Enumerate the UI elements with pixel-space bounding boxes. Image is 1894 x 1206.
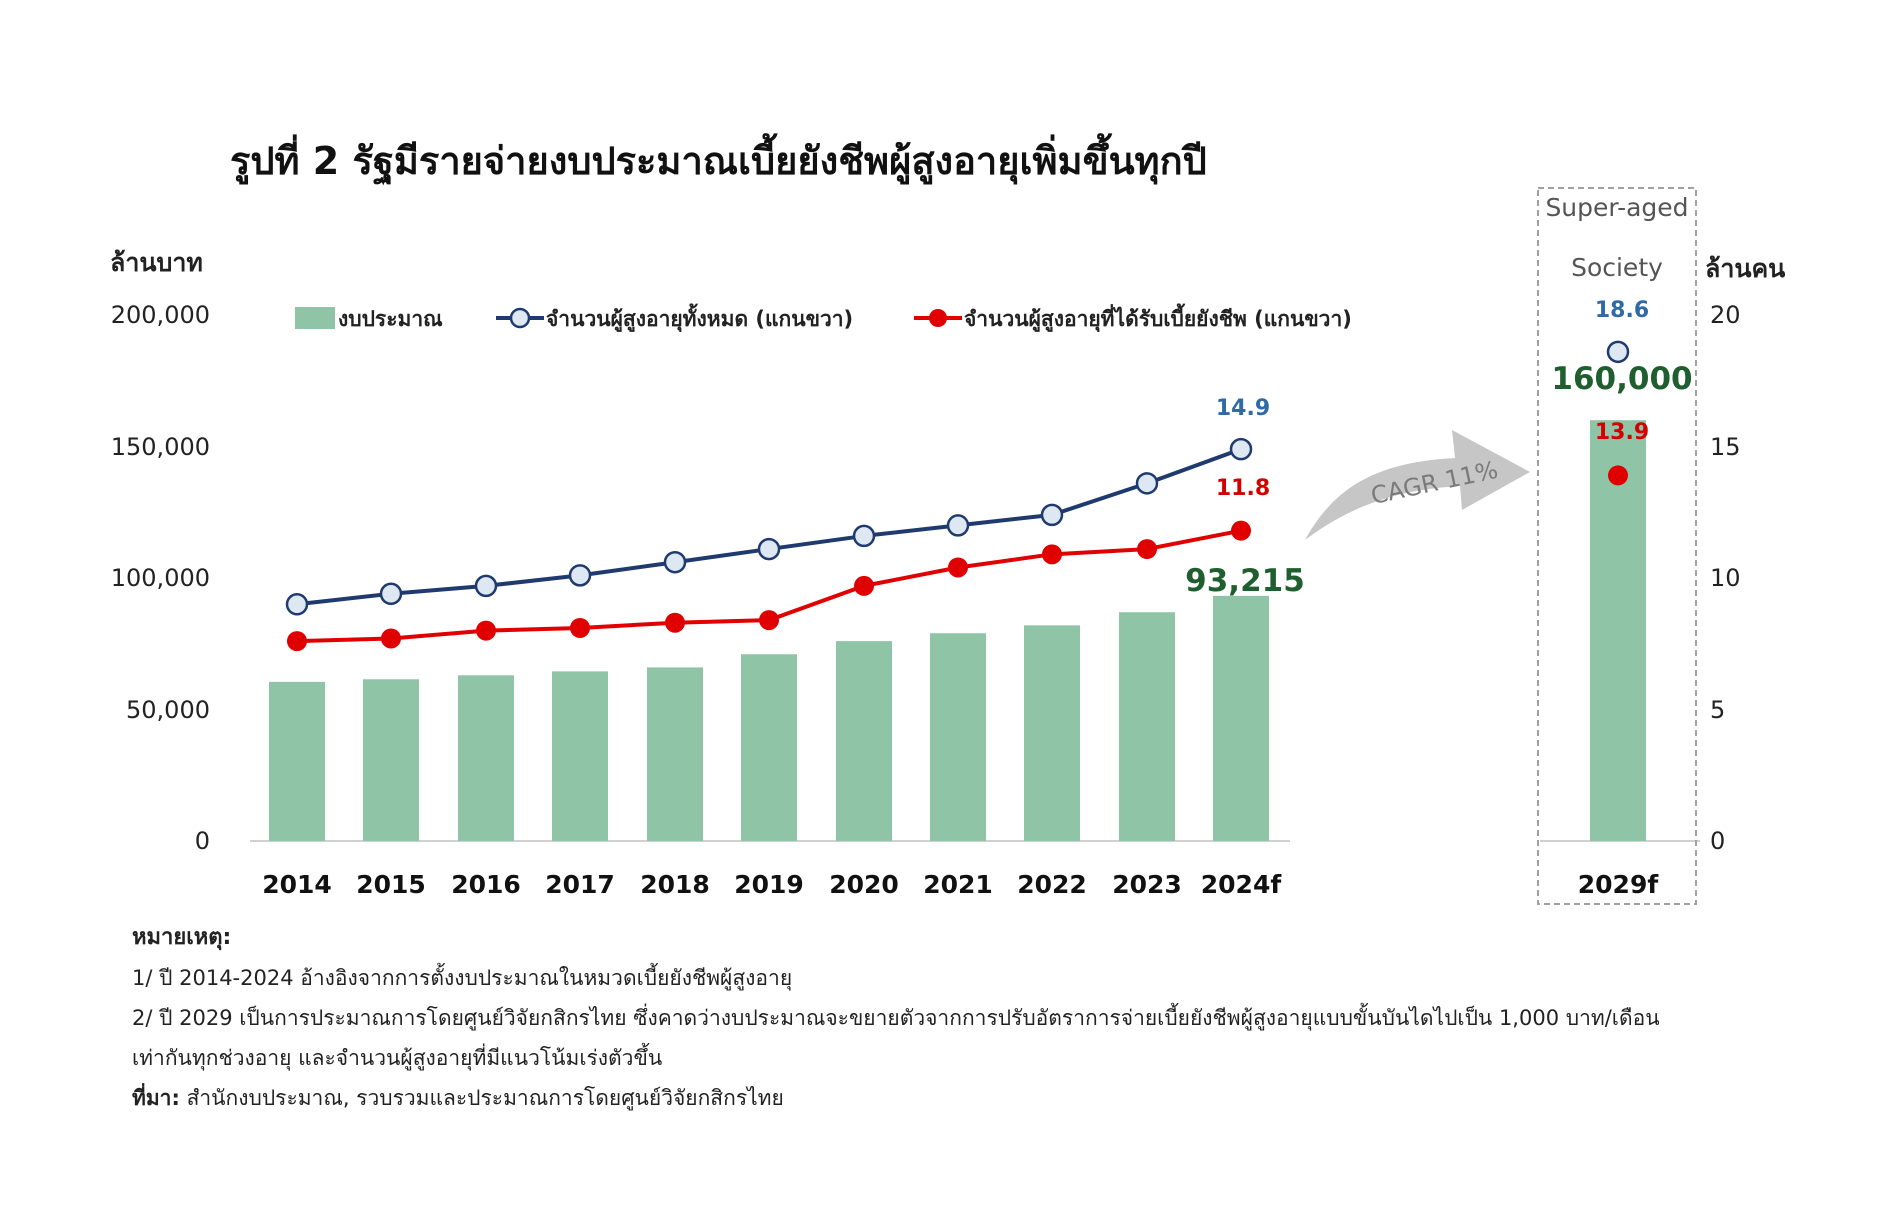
budget-bar [930,633,986,841]
legend-label-total: จำนวนผู้สูงอายุทั้งหมด (แกนขวา) [546,303,853,333]
x-tick-label: 2019 [734,870,804,899]
notes-header: หมายเหตุ: [132,925,232,950]
chart-title: รูปที่ 2 รัฐมีรายจ่ายงบประมาณเบี้ยยังชีพ… [230,133,1207,186]
legend-marker-recipients [929,309,947,327]
left-axis-label: ล้านบาท [110,248,203,277]
right-tick-label: 15 [1710,433,1741,461]
left-tick-label: 50,000 [126,696,210,724]
x-tick-label: 2021 [923,870,993,899]
recipients-point [570,617,590,638]
total-elderly-point [946,514,970,537]
source-text: สำนักงบประมาณ, รวบรวมและประมาณการโดยศูนย… [179,1086,784,1110]
x-tick-label: 2020 [829,870,899,899]
right-tick-label: 10 [1710,564,1741,592]
cagr-annotation: CAGR 11% [1305,430,1530,540]
super-aged-dashed-frame [1537,187,1697,905]
x-tick-label: 2014 [262,870,332,899]
recipients-point [1608,465,1628,486]
recipients-point [759,610,779,631]
recipients-point [948,557,968,578]
label-recipients-2024: 11.8 [1216,476,1270,501]
note-2a: 2/ ปี 2029 เป็นการประมาณการโดยศูนย์วิจัย… [132,1006,1660,1030]
source: ที่มา: สำนักงบประมาณ, รวบรวมและประมาณการ… [132,1078,1852,1118]
total-elderly-point [663,550,687,574]
note-1: 1/ ปี 2014-2024 อ้างอิงจากการตั้งงบประมา… [132,966,793,990]
right-tick-label: 5 [1710,696,1725,724]
total-elderly-point [1040,503,1064,527]
total-elderly-point [852,524,876,548]
x-tick-label: 2018 [640,870,710,899]
data-labels: 14.9 11.8 93,215 18.6 160,000 13.9 [1185,298,1692,599]
legend-swatch-budget [295,307,335,329]
budget-bars [269,420,1646,841]
total-elderly-line [296,447,1242,607]
x-tick-label: 2015 [356,870,426,899]
total-elderly-point [285,593,309,616]
total-elderly-point [1606,340,1630,364]
x-tick-label: 2022 [1017,870,1087,899]
budget-bar [363,679,419,841]
recipients-point [476,620,496,641]
left-tick-label: 100,000 [111,564,210,592]
recipients-point [381,628,401,649]
budget-bar [647,667,703,841]
budget-bar [552,671,608,841]
legend-label-recipients: จำนวนผู้สูงอายุที่ได้รับเบี้ยยังชีพ (แกน… [964,303,1352,333]
recipients-point [1137,539,1157,560]
budget-bar [1213,595,1269,841]
right-tick-label: 0 [1710,827,1725,855]
series-markers [285,340,1630,652]
label-recipients-2029: 13.9 [1595,420,1649,445]
total-elderly-point [474,574,498,598]
total-elderly-point [1135,472,1159,495]
notes: หมายเหตุ: 1/ ปี 2014-2024 อ้างอิงจากการต… [132,918,1852,1118]
legend: งบประมาณ จำนวนผู้สูงอายุทั้งหมด (แกนขวา)… [295,303,1352,333]
note-2b: เท่ากันทุกช่วงอายุ และจำนวนผู้สูงอายุที่… [132,1046,663,1070]
right-axis-ticks: 20 15 10 5 0 [1710,301,1741,855]
recipients-point [1042,544,1062,565]
total-elderly-point [1229,437,1253,461]
budget-bar [741,654,797,841]
budget-bar [458,675,514,841]
label-bar-2024: 93,215 [1185,563,1305,599]
recipients-point [854,575,874,596]
legend-marker-total [509,307,531,329]
budget-bar [269,681,325,841]
super-aged-box: Super-aged Society [1537,187,1697,905]
budget-bar [836,641,892,841]
budget-bar [1119,612,1175,841]
budget-bar [1024,625,1080,841]
super-aged-line1: Super-aged [1545,193,1688,222]
x-tick-label: 2029f [1578,870,1660,899]
left-tick-label: 0 [195,827,210,855]
x-axis-labels: 2014 2015 2016 2017 2018 2019 2020 2021 2022 2023… [262,870,1659,899]
left-tick-label: 200,000 [111,301,210,329]
x-tick-label: 2016 [451,870,521,899]
source-label: ที่มา: [132,1086,180,1110]
legend-label-budget: งบประมาณ [338,307,443,331]
label-bar-2029: 160,000 [1551,361,1692,397]
cagr-arrow-shape [1305,430,1530,540]
recipients-point [287,631,307,652]
total-elderly-point [568,564,592,587]
left-axis-ticks: 200,000 150,000 100,000 50,000 0 [111,301,210,855]
budget-bar [1590,420,1646,841]
right-axis-label: ล้านคน [1705,254,1785,283]
recipients-point [1231,520,1251,541]
x-tick-label: 2024f [1201,870,1283,899]
left-tick-label: 150,000 [111,433,210,461]
recipients-point [665,612,685,633]
label-total-2024: 14.9 [1216,396,1270,421]
x-tick-label: 2017 [545,870,615,899]
total-elderly-point [379,582,403,606]
total-elderly-point [757,537,781,561]
super-aged-line2: Society [1571,253,1663,282]
x-tick-label: 2023 [1112,870,1182,899]
label-total-2029: 18.6 [1595,298,1649,323]
right-tick-label: 20 [1710,301,1741,329]
